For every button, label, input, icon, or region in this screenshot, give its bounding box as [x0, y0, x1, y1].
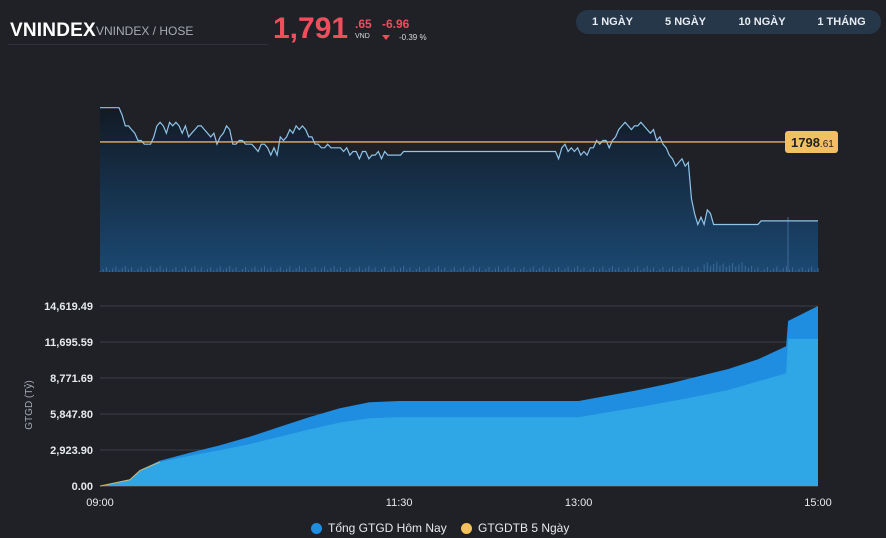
x-tick-label: 13:00: [565, 497, 593, 509]
y-tick-label: 0.00: [72, 481, 93, 493]
price-change-percent: -0.39 %: [399, 33, 427, 42]
header: VNINDEX VNINDEX / HOSE 1,791 .65 VND -6.…: [0, 0, 886, 50]
symbol-title: VNINDEX: [10, 20, 96, 41]
avg5-value-edge: [99, 461, 160, 487]
trading-value-chart: 0.00 2,923.90 5,847.80 8,771.69 11,695.59 14,…: [23, 301, 832, 509]
y-axis-label: GTGD (Tỷ): [23, 380, 35, 429]
price-change: -6.96: [382, 17, 410, 31]
legend-label-avg5: GTGDTB 5 Ngày: [478, 521, 570, 535]
reference-label-decimal: .61: [820, 139, 834, 150]
y-tick-label: 14,619.49: [44, 301, 93, 313]
legend-item-avg5[interactable]: GTGDTB 5 Ngày: [461, 521, 569, 535]
avg5-value-area: [100, 338, 818, 486]
range-1-day-button[interactable]: 1 NGÀY: [592, 16, 633, 28]
range-5-days-button[interactable]: 5 NGÀY: [665, 16, 706, 28]
legend-item-today[interactable]: Tổng GTGD Hôm Nay: [311, 521, 447, 535]
price-decimal: .65: [355, 17, 372, 31]
legend-label-today: Tổng GTGD Hôm Nay: [328, 521, 447, 535]
price-area: [100, 107, 818, 272]
y-tick-label: 2,923.90: [50, 445, 93, 457]
y-tick-label: 5,847.80: [50, 409, 93, 421]
x-tick-label: 15:00: [804, 497, 832, 509]
legend-dot-today: [311, 522, 322, 534]
price-integer: 1,791: [273, 12, 349, 45]
range-10-days-button[interactable]: 10 NGÀY: [738, 16, 786, 28]
exchange-label: VNINDEX / HOSE: [96, 24, 194, 38]
reference-label-integer: 1798: [791, 135, 820, 150]
currency-label: VND: [355, 33, 370, 40]
title-divider: [8, 44, 268, 45]
price-line: [100, 107, 818, 227]
range-1-month-button[interactable]: 1 THÁNG: [817, 16, 866, 28]
down-arrow-icon: [382, 35, 390, 40]
x-tick-label: 09:00: [86, 497, 114, 509]
legend-dot-avg5: [461, 522, 472, 534]
y-tick-label: 11,695.59: [45, 337, 93, 349]
reference-label: 1798.61: [791, 135, 834, 150]
volume-ticks: [99, 217, 819, 272]
reference-label-box: [785, 130, 838, 153]
legend: Tổng GTGD Hôm Nay GTGDTB 5 Ngày: [0, 521, 886, 537]
x-tick-label: 11:30: [386, 497, 413, 509]
price-chart: 1798.61: [99, 107, 838, 272]
y-tick-label: 8,771.69: [50, 373, 93, 385]
range-selector: 1 NGÀY 5 NGÀY 10 NGÀY 1 THÁNG: [576, 10, 881, 34]
